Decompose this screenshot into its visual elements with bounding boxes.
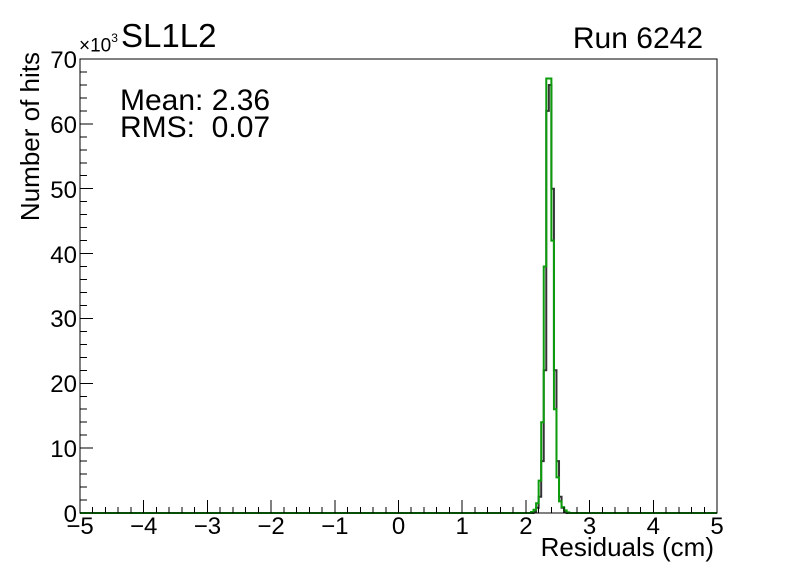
y-exponent-mantissa: ×10 — [79, 35, 112, 57]
x-tick-label: 1 — [455, 513, 469, 540]
y-axis-exponent: ×103 — [79, 31, 118, 57]
x-tick-label: −2 — [257, 513, 285, 540]
y-tick-label: 30 — [50, 306, 77, 334]
stats-rms: RMS: 0.07 — [120, 111, 271, 144]
x-tick-label: 0 — [391, 513, 406, 540]
x-axis-title: Residuals (cm) — [540, 532, 714, 562]
stats-mean: Mean: 2.36 — [120, 84, 271, 117]
stats-box: Mean: 2.36 RMS: 0.07 — [120, 84, 271, 144]
y-tick-label: 0 — [63, 501, 77, 528]
chart-title: SL1L2 — [121, 17, 217, 54]
y-exponent-power: 3 — [111, 31, 118, 45]
y-tick-label: 60 — [50, 111, 77, 139]
x-tick-label: −4 — [130, 513, 158, 540]
y-tick-label: 50 — [50, 176, 77, 204]
x-tick-label: −5 — [66, 513, 94, 540]
run-label: Run 6242 — [572, 22, 703, 55]
x-tick-label: 2 — [519, 513, 533, 540]
y-tick-label: 20 — [50, 371, 77, 399]
y-tick-label: 40 — [50, 241, 77, 269]
x-tick-label: −3 — [193, 513, 222, 540]
x-tick-label: 4 — [646, 513, 660, 540]
y-tick-label: 10 — [50, 436, 77, 464]
histogram-data-histogram — [80, 83, 717, 514]
x-tick-label: 5 — [710, 513, 724, 540]
y-tick-label: 70 — [50, 47, 77, 74]
x-tick-label: 3 — [582, 513, 597, 540]
x-tick-label: −1 — [321, 513, 349, 540]
